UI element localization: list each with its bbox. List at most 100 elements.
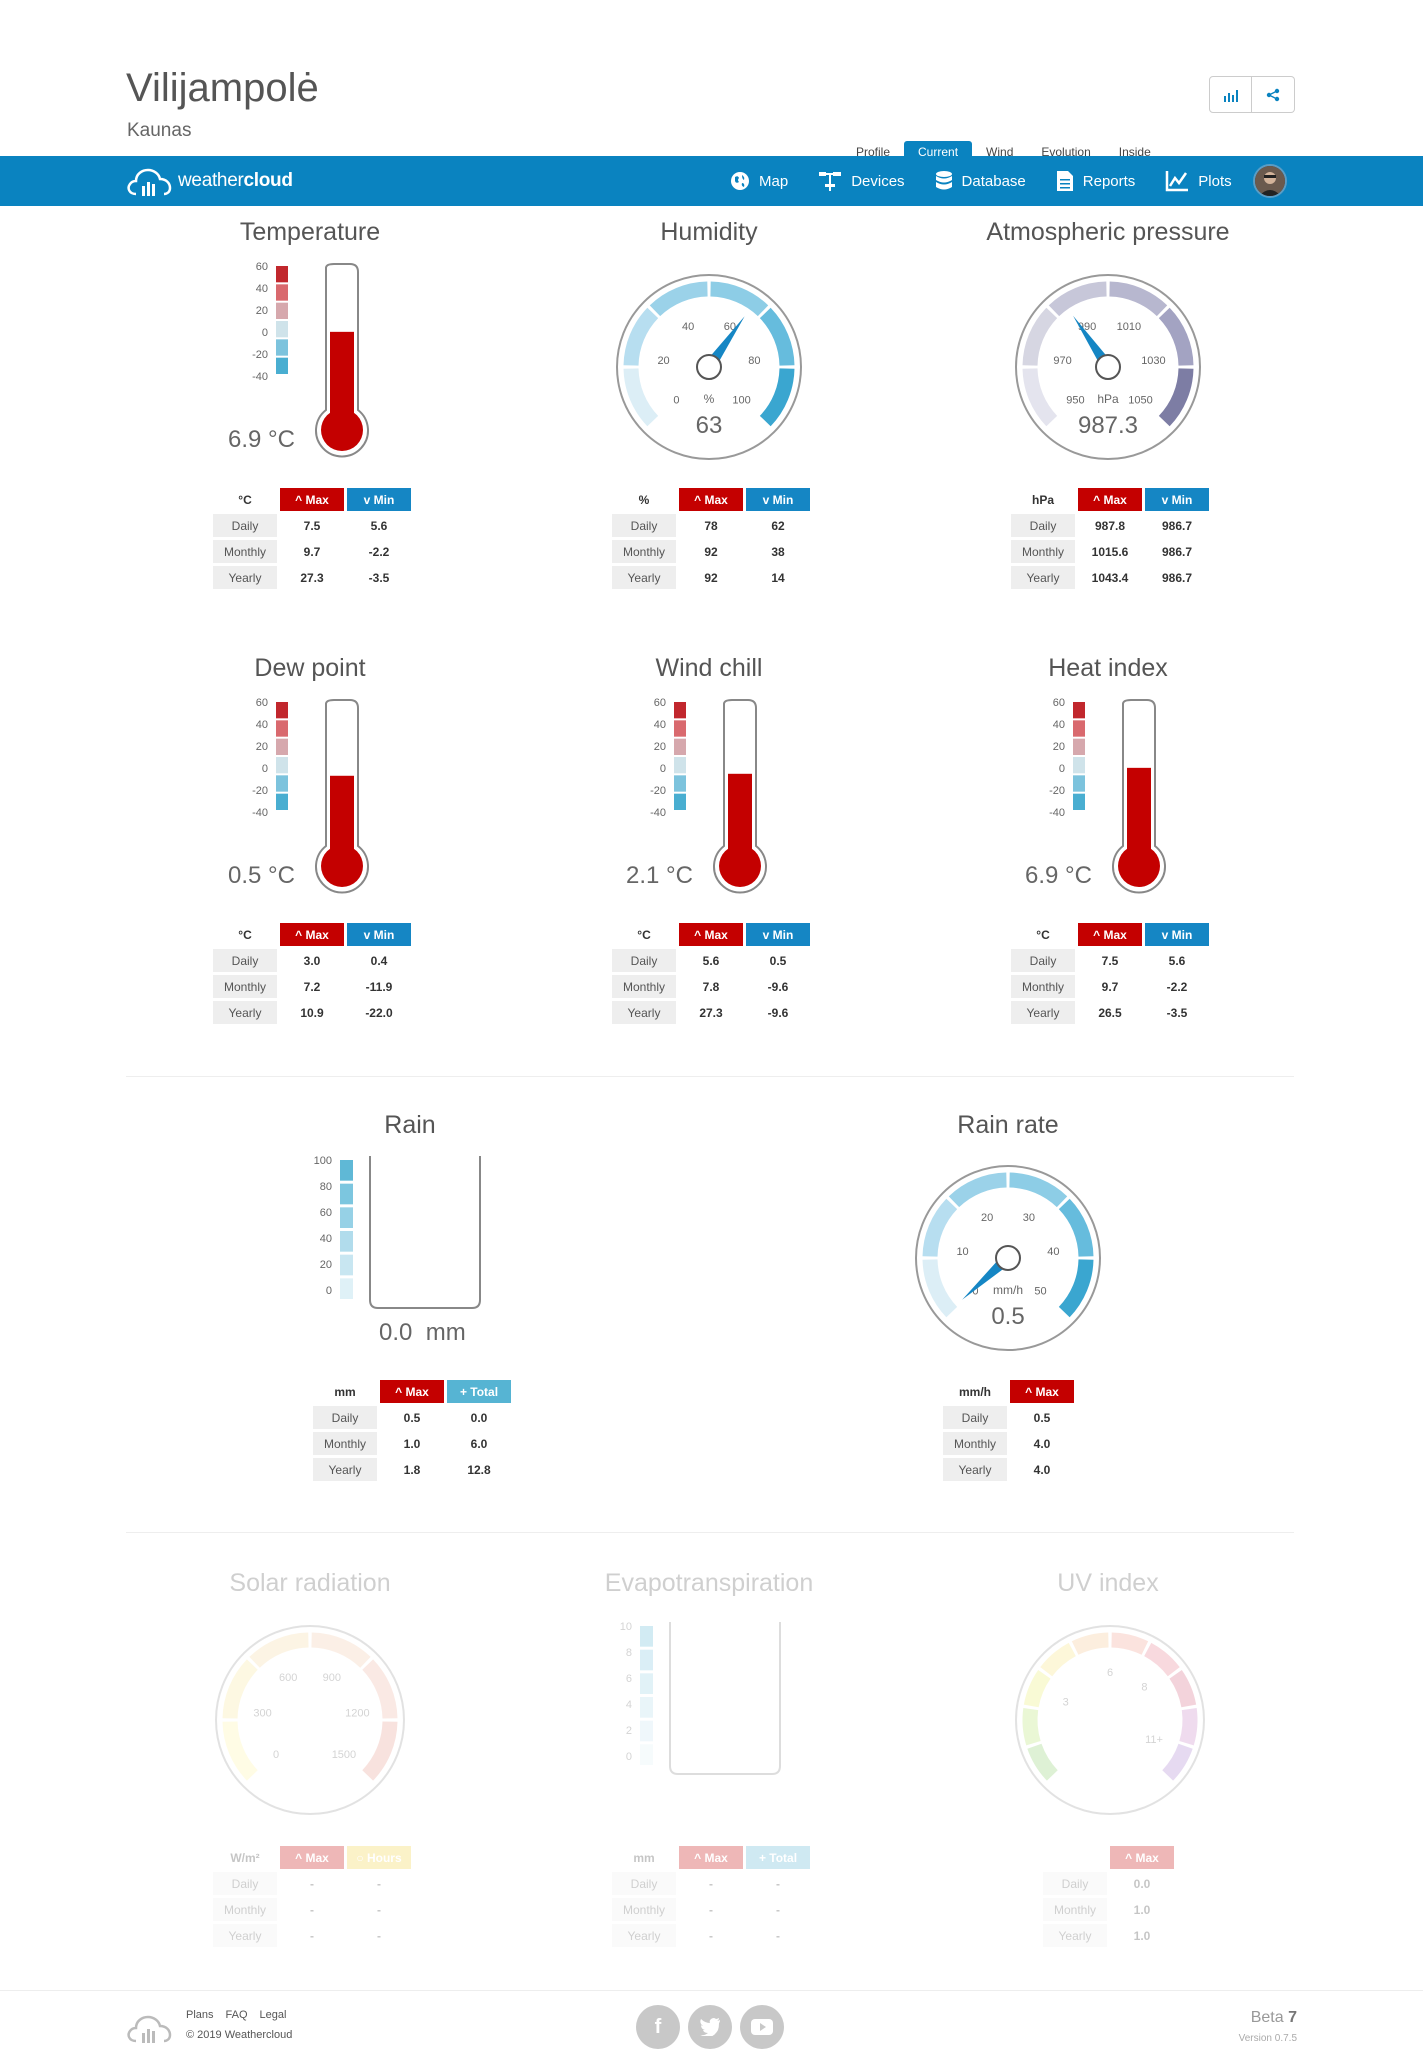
daily-label: Daily <box>1011 514 1075 537</box>
gauge-arc-segment <box>1027 1743 1058 1781</box>
nav-map[interactable]: Map <box>730 171 788 191</box>
gauge-tick-label: 10 <box>956 1246 968 1258</box>
gauge-tick-label: 950 <box>1066 395 1084 407</box>
gauge-arc-segment <box>1179 1708 1198 1746</box>
table-row: Daily 0.5 0.0 <box>313 1406 511 1429</box>
rainrate-widget: Rain rate <box>908 1111 1108 1140</box>
gauge-arc-segment <box>249 1632 309 1668</box>
table-row: Daily - - <box>612 1872 810 1895</box>
brand-logo[interactable]: weathercloud <box>126 164 293 198</box>
stat-value: 986.7 <box>1161 518 1193 533</box>
gauge-arc-segment <box>222 1659 258 1719</box>
stats-button[interactable] <box>1209 76 1252 113</box>
monthly-label: Monthly <box>1011 975 1075 998</box>
color-scale-segment <box>340 1207 353 1228</box>
gauge-arc-segment <box>1023 1669 1051 1708</box>
table-row: Daily 78 62 <box>612 514 810 537</box>
table-row: Yearly 26.5 -3.5 <box>1011 1001 1209 1024</box>
stat-value: 0.4 <box>370 953 388 968</box>
gauge-arc-segment <box>623 307 659 366</box>
gauge-tick-label: 6 <box>1107 1667 1113 1679</box>
gauge-tick-label: 40 <box>1047 1246 1059 1258</box>
gauge-arc-segment <box>362 1659 398 1719</box>
color-scale-segment <box>276 284 288 301</box>
bar-chart-icon <box>1223 89 1238 102</box>
stat-value: 9.7 <box>1101 979 1119 994</box>
youtube-icon[interactable] <box>740 2005 784 2049</box>
yearly-label: Yearly <box>213 566 277 589</box>
stat-value: 10.9 <box>300 1005 324 1020</box>
scale-tick-label: 20 <box>1053 741 1065 753</box>
color-scale-segment <box>1073 702 1085 719</box>
windchill-value: 2.1 °C <box>626 862 693 889</box>
page-footer: Plans FAQ Legal © 2019 Weathercloud f Be… <box>0 1990 1423 2054</box>
color-scale-segment <box>1073 775 1085 792</box>
table-row: Monthly - - <box>612 1898 810 1921</box>
scale-tick-label: 20 <box>256 741 268 753</box>
tab-inside[interactable]: Inside <box>1118 145 1151 156</box>
tab-wind[interactable]: Wind <box>986 145 1014 156</box>
color-scale-segment <box>276 357 288 374</box>
table-row: Yearly 10.9 -22.0 <box>213 1001 411 1024</box>
stat-value: 0.5 <box>403 1410 421 1425</box>
gauge-unit: mm/h <box>993 1283 1023 1297</box>
thermometer-bulb <box>321 409 363 451</box>
footer-legal-link[interactable]: Legal <box>259 2009 287 2021</box>
color-scale-segment <box>276 702 288 719</box>
color-scale-segment <box>1073 757 1085 774</box>
table-row: Yearly - - <box>213 1924 411 1947</box>
pressure-stats-table: hPa ^ Max v Min Daily 987.8 986.7 Monthly 101… <box>1008 485 1212 592</box>
unit-label: hPa <box>1031 492 1054 507</box>
temperature-thermometer: 60 40 20 0 -20 -40 <box>252 261 369 458</box>
stat-value: -2.2 <box>368 544 390 559</box>
tab-evolution[interactable]: Evolution <box>1041 145 1091 156</box>
dewpoint-thermometer: 60 40 20 0 -20 -40 <box>252 697 369 894</box>
tab-profile[interactable]: Profile <box>856 145 891 156</box>
table-row: Monthly 1.0 <box>1043 1898 1174 1921</box>
brand-name: weathercloud <box>178 170 293 191</box>
cloud-logo-icon <box>127 168 172 196</box>
footer-faq-link[interactable]: FAQ <box>225 2009 248 2021</box>
color-scale-segment <box>674 720 686 737</box>
yearly-label: Yearly <box>213 1001 277 1024</box>
stat-value: 5.6 <box>370 518 388 533</box>
nav-reports[interactable]: Reports <box>1056 170 1135 192</box>
unit-label: % <box>638 492 650 507</box>
max-header: ^ Max <box>1078 923 1142 946</box>
stat-value: 0.5 <box>769 953 787 968</box>
gauge-arc-segment <box>1162 1743 1193 1781</box>
scale-tick-label: 0 <box>660 763 666 775</box>
nav-database[interactable]: Database <box>935 170 1026 192</box>
facebook-icon[interactable]: f <box>636 2005 680 2049</box>
stat-value: 7.8 <box>702 979 720 994</box>
section-divider <box>126 1076 1294 1077</box>
stat-value: 27.3 <box>699 1005 723 1020</box>
gauge-tick-label: 1050 <box>1128 395 1152 407</box>
nav-devices[interactable]: Devices <box>818 170 905 192</box>
monthly-label: Monthly <box>612 1898 676 1921</box>
gauge-arc-segment <box>1109 281 1168 317</box>
yearly-label: Yearly <box>1011 566 1075 589</box>
share-button[interactable] <box>1252 76 1295 113</box>
stat-value: - <box>776 1928 780 1943</box>
footer-plans-link[interactable]: Plans <box>186 2009 214 2021</box>
min-header: v Min <box>347 923 411 946</box>
max-header: ^ Max <box>1078 488 1142 511</box>
monthly-label: Monthly <box>612 975 676 998</box>
color-scale-segment <box>674 775 686 792</box>
stat-value: -3.5 <box>1166 1005 1188 1020</box>
scale-tick-label: 20 <box>320 1259 332 1271</box>
scale-tick-label: -40 <box>252 807 268 819</box>
scale-tick-label: -20 <box>252 785 268 797</box>
version-label: Version 0.7.5 <box>1238 2033 1297 2044</box>
stat-value: 92 <box>704 544 718 559</box>
tab-current[interactable]: Current <box>904 141 973 156</box>
user-avatar[interactable] <box>1253 164 1287 198</box>
min-header: v Min <box>347 488 411 511</box>
unit-label: °C <box>637 927 651 942</box>
windchill-title: Wind chill <box>655 654 763 682</box>
humidity-stats-table: % ^ Max v Min Daily 78 62 Monthly 92 38 Yearly… <box>609 485 813 592</box>
twitter-icon[interactable] <box>688 2005 732 2049</box>
nav-plots[interactable]: Plots <box>1165 170 1232 192</box>
